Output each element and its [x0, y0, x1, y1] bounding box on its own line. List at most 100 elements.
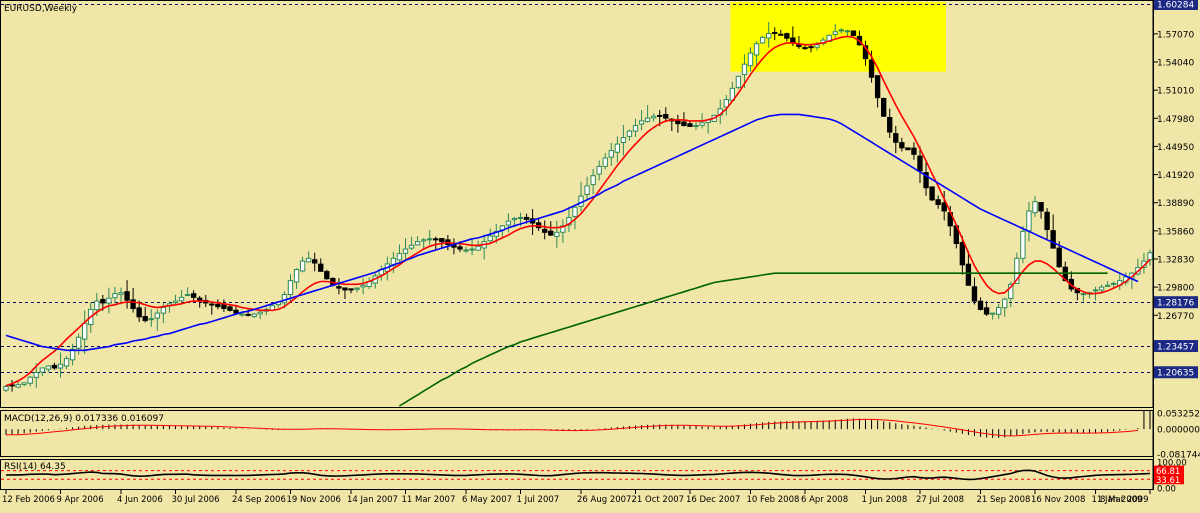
candle-body [118, 292, 124, 295]
candle-body [281, 294, 288, 304]
candle-body [396, 253, 403, 261]
candle-body [318, 263, 324, 272]
candle-body [523, 216, 530, 220]
candle-body [1050, 230, 1056, 249]
candle-body [148, 318, 154, 321]
candle-body [420, 239, 427, 242]
candle-body [572, 206, 578, 217]
candle-body [905, 147, 911, 151]
candle-body [784, 33, 790, 39]
candle-body [977, 300, 984, 310]
x-tick-label: 16 Dec 2007 [686, 495, 740, 505]
candle-body [257, 311, 263, 315]
candle-body [566, 216, 572, 226]
y-tick-label: 1.44950 [1157, 143, 1194, 153]
candle-body [584, 185, 590, 196]
y-tick-label: 1.51010 [1157, 87, 1194, 97]
candle-body [802, 47, 808, 50]
x-tick-label: 21 Sep 2008 [977, 495, 1031, 505]
candle-body [136, 307, 142, 318]
candle-body [75, 336, 82, 349]
candle-body [983, 307, 990, 315]
x-tick-label: 11 Mar 2007 [401, 495, 455, 505]
candle-body [51, 364, 58, 369]
candle-body [305, 257, 312, 263]
candle-body [408, 244, 415, 249]
candle-body [94, 300, 100, 311]
ma-line [5, 113, 1139, 352]
candle-body [838, 29, 844, 32]
candle-body [239, 313, 245, 316]
rsi-level-tag [1154, 465, 1184, 476]
price-tag [1154, 340, 1198, 353]
macd-tick-label: 0.053252 [1157, 410, 1200, 420]
candle-body [427, 238, 433, 241]
candle-body [342, 287, 348, 291]
x-tick-label: 4 Jun 2006 [117, 495, 163, 505]
candle-body [27, 376, 33, 384]
candle-body [1044, 211, 1050, 231]
candle-body [759, 36, 766, 44]
candle-body [995, 307, 1002, 315]
candle-body [657, 114, 663, 117]
price-tag [1154, 366, 1198, 379]
candle-body [154, 312, 161, 319]
candle-body [1020, 230, 1026, 259]
candle-body [463, 249, 469, 252]
rsi-level-tag [1154, 474, 1184, 485]
candle-body [687, 123, 693, 127]
price-tag-label: 1.28176 [1157, 299, 1194, 309]
y-tick-label: 1.29800 [1157, 284, 1194, 294]
x-tick-label: 1 Jul 2007 [516, 495, 559, 505]
candle-body [675, 119, 681, 125]
x-tick-label: 6 May 2007 [462, 495, 512, 505]
candle-body [747, 52, 754, 67]
candle-body [106, 297, 112, 304]
candle-body [1008, 283, 1014, 299]
candle-body [959, 242, 966, 266]
candle-body [124, 291, 130, 301]
candle-body [1038, 202, 1044, 212]
candle-body [197, 297, 203, 301]
candle-body [626, 130, 633, 137]
x-tick-label: 19 Nov 2006 [286, 495, 340, 505]
y-tick-label: 1.41920 [1157, 171, 1194, 181]
candle-body [251, 313, 257, 318]
candle-body [1002, 298, 1008, 309]
x-tick-label: 14 Jan 2007 [347, 495, 398, 505]
candle-body [765, 33, 772, 39]
candle-body [632, 125, 639, 132]
x-tick-label: 12 Feb 2006 [2, 495, 55, 505]
candle-body [923, 172, 929, 189]
candle-body [33, 372, 39, 378]
x-tick-label: 16 Nov 2008 [1031, 495, 1085, 505]
candle-body [112, 293, 118, 299]
candle-body [82, 322, 88, 340]
candle-body [21, 382, 27, 385]
candle-body [1092, 289, 1099, 292]
x-tick-label: 26 Aug 2007 [577, 495, 631, 505]
candle-body [324, 271, 330, 280]
candle-body [899, 142, 905, 149]
candle-body [160, 307, 167, 314]
time-axis: 12 Feb 2006 9 Apr 2006 4 Jun 2006 30 Jul 20… [2, 490, 1151, 505]
y-tick-label: 1.38890 [1157, 199, 1194, 209]
x-tick-label: 1 Jun 2008 [862, 495, 908, 505]
macd-signal-line [5, 418, 1138, 437]
price-axis: 1.60284 1.57070 1.54040 1.51010 1.47980 1.449… [1153, 0, 1198, 490]
x-tick-label: 11 Jan 2009 [1092, 495, 1143, 505]
candle-body [336, 286, 342, 289]
candle-body [475, 245, 481, 251]
candle-body [433, 238, 439, 241]
candle-body [723, 99, 729, 108]
horizontal-levels [1, 4, 1153, 373]
candle-body [312, 259, 318, 264]
y-tick-label: 1.54040 [1157, 58, 1194, 68]
candle-body [287, 280, 294, 296]
candle-body [227, 306, 233, 311]
candle-body [814, 44, 820, 48]
candle-body [874, 75, 881, 99]
candle-body [753, 43, 760, 56]
